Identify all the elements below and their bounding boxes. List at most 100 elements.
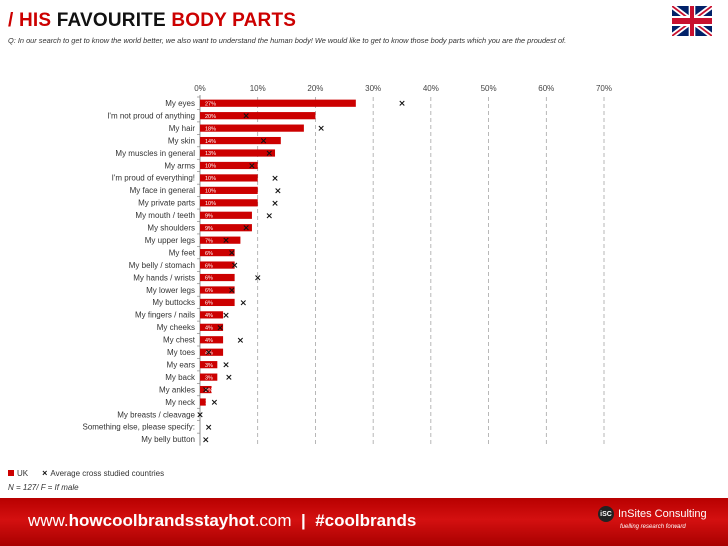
category-label: My hair bbox=[169, 124, 196, 133]
bar-uk bbox=[200, 174, 258, 182]
category-label: My buttocks bbox=[152, 298, 195, 307]
average-marker: × bbox=[237, 336, 245, 346]
average-marker: × bbox=[205, 348, 213, 358]
average-marker: × bbox=[254, 274, 262, 284]
average-marker: × bbox=[202, 435, 210, 445]
x-tick-label: 50% bbox=[481, 84, 497, 93]
data-label: 6% bbox=[205, 263, 213, 269]
average-marker: × bbox=[240, 298, 248, 308]
average-marker: × bbox=[265, 149, 273, 159]
average-marker: × bbox=[222, 311, 230, 321]
chart-legend: UK × Average cross studied countries bbox=[8, 468, 164, 478]
bar-uk bbox=[200, 361, 218, 369]
footer-url: www.howcoolbrandsstayhot.com | #coolbran… bbox=[28, 511, 417, 530]
average-marker: × bbox=[228, 286, 236, 296]
bar-uk bbox=[200, 186, 258, 194]
category-label: I'm proud of everything! bbox=[112, 174, 195, 183]
category-label: My belly / stomach bbox=[129, 261, 195, 270]
x-tick-label: 10% bbox=[250, 84, 266, 93]
category-label: My upper legs bbox=[145, 236, 195, 245]
bar-uk bbox=[200, 249, 235, 257]
average-marker: × bbox=[196, 410, 204, 420]
x-tick-label: 0% bbox=[194, 84, 206, 93]
category-label: My ankles bbox=[159, 385, 195, 394]
average-marker: × bbox=[274, 186, 282, 196]
average-marker: × bbox=[211, 398, 219, 408]
legend-swatch-uk bbox=[8, 470, 14, 476]
average-marker: × bbox=[225, 373, 233, 383]
data-label: 3% bbox=[205, 375, 213, 381]
bar-uk bbox=[200, 398, 206, 406]
bar-uk bbox=[200, 286, 235, 294]
average-marker: × bbox=[271, 199, 279, 209]
bar-uk bbox=[200, 99, 356, 107]
bar-uk bbox=[200, 323, 224, 331]
x-tick-label: 40% bbox=[423, 84, 439, 93]
category-label: My breasts / cleavage bbox=[117, 410, 195, 419]
category-label: My eyes bbox=[165, 99, 195, 108]
bar-uk bbox=[200, 211, 252, 219]
page-title: / HIS FAVOURITE BODY PARTS bbox=[8, 10, 297, 31]
category-label: My feet bbox=[169, 248, 196, 257]
category-label: My hands / wrists bbox=[133, 273, 195, 282]
x-tick-label: 60% bbox=[538, 84, 554, 93]
data-label: 10% bbox=[205, 189, 216, 195]
category-label: My ears bbox=[167, 360, 195, 369]
category-label: My chest bbox=[163, 336, 196, 345]
x-tick-label: 20% bbox=[307, 84, 323, 93]
category-label: My arms bbox=[164, 161, 195, 170]
data-label: 7% bbox=[205, 238, 213, 244]
cross-marker-icon: × bbox=[42, 468, 48, 478]
bar-uk bbox=[200, 199, 258, 207]
data-label: 4% bbox=[205, 326, 213, 332]
bar-uk bbox=[200, 149, 276, 157]
category-label: My fingers / nails bbox=[135, 311, 195, 320]
average-marker: × bbox=[222, 236, 230, 246]
bar-uk bbox=[200, 136, 281, 145]
bar-uk bbox=[200, 373, 218, 381]
data-label: 4% bbox=[205, 338, 213, 344]
category-label: My belly button bbox=[141, 435, 195, 444]
average-marker: × bbox=[231, 261, 239, 271]
bar-uk bbox=[200, 224, 252, 232]
category-label: My private parts bbox=[138, 199, 195, 208]
category-label: My face in general bbox=[130, 186, 196, 195]
data-label: 10% bbox=[205, 201, 216, 207]
category-label: My lower legs bbox=[146, 286, 195, 295]
average-marker: × bbox=[205, 423, 213, 433]
bar-uk bbox=[200, 261, 235, 269]
average-marker: × bbox=[228, 249, 236, 259]
bar-uk bbox=[200, 273, 235, 282]
data-label: 18% bbox=[205, 126, 216, 132]
average-marker: × bbox=[398, 99, 406, 109]
question-subtitle: Q: In our search to get to know the worl… bbox=[8, 36, 567, 45]
category-label: I'm not proud of anything bbox=[107, 111, 195, 120]
data-label: 6% bbox=[205, 251, 213, 257]
data-label: 13% bbox=[205, 151, 216, 157]
legend-item-uk: UK bbox=[8, 469, 28, 478]
category-label: My skin bbox=[168, 136, 195, 145]
data-label: 6% bbox=[205, 288, 213, 294]
footer-banner: www.howcoolbrandsstayhot.com | #coolbran… bbox=[0, 498, 728, 546]
legend-item-average: × Average cross studied countries bbox=[42, 468, 165, 478]
data-label: 20% bbox=[205, 114, 216, 120]
average-marker: × bbox=[202, 386, 210, 396]
data-label: 4% bbox=[205, 350, 213, 356]
average-marker: × bbox=[242, 112, 250, 122]
data-label: 6% bbox=[205, 276, 213, 282]
data-label: 3% bbox=[205, 363, 213, 369]
data-label: 4% bbox=[205, 313, 213, 319]
bar-uk bbox=[200, 112, 316, 120]
category-label: My muscles in general bbox=[115, 149, 195, 158]
bar-uk bbox=[200, 161, 258, 170]
x-tick-label: 30% bbox=[365, 84, 381, 93]
category-label: My cheeks bbox=[157, 323, 195, 332]
uk-flag-icon bbox=[672, 6, 712, 36]
data-label: 27% bbox=[205, 101, 216, 107]
category-label: My shoulders bbox=[147, 224, 195, 233]
data-label: 10% bbox=[205, 164, 216, 170]
x-tick-label: 70% bbox=[596, 84, 612, 93]
insites-logo: iSC InSites Consulting fuelling research… bbox=[598, 506, 707, 530]
average-marker: × bbox=[216, 323, 224, 333]
